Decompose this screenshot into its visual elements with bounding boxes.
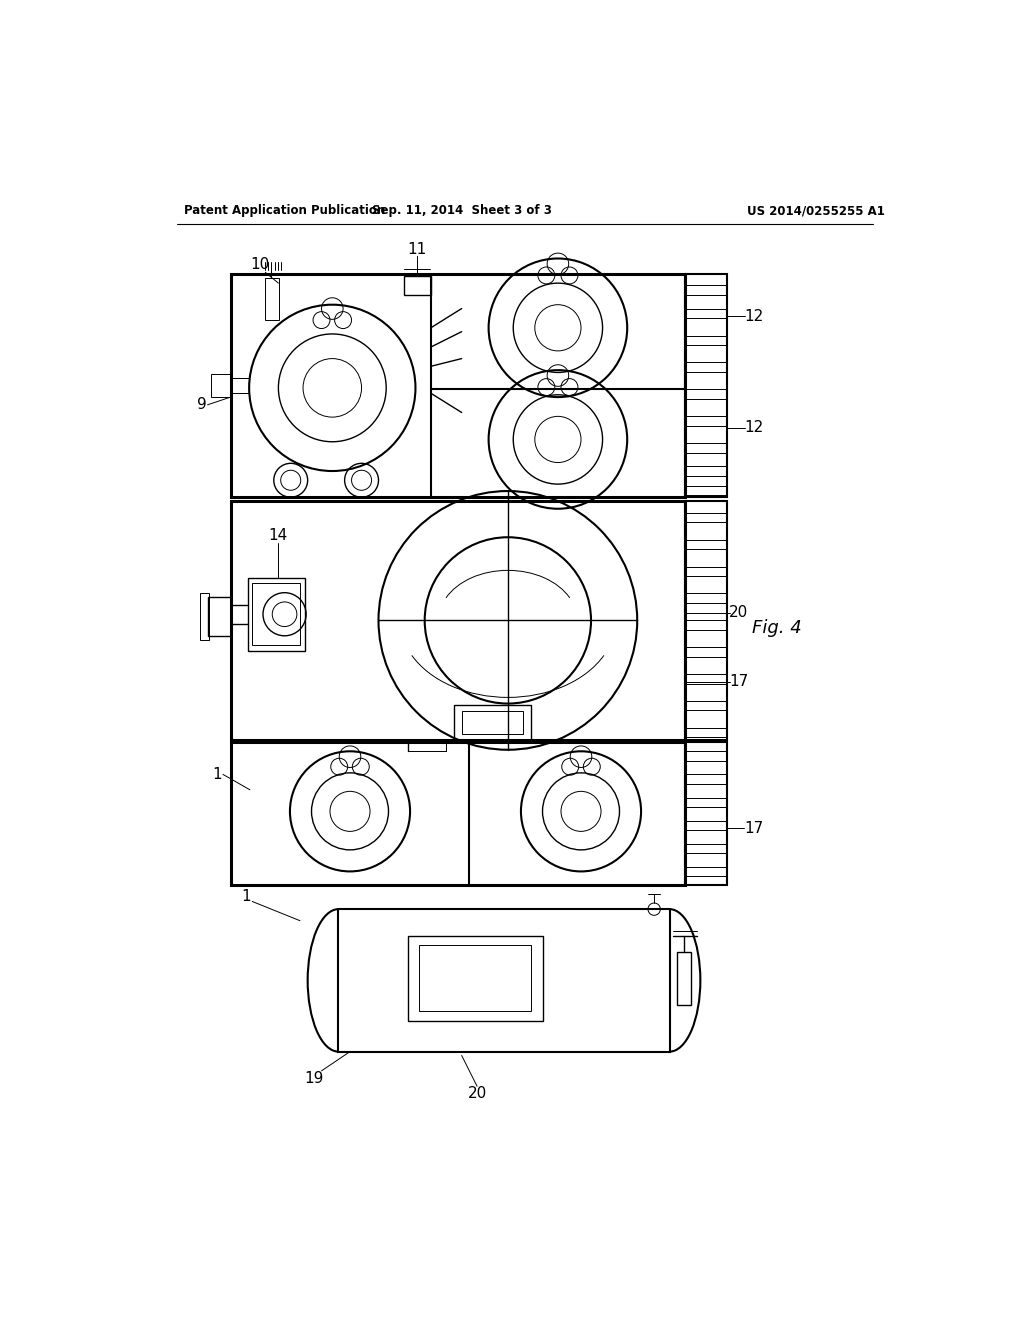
Bar: [685, 309, 727, 318]
Bar: [248, 578, 305, 651]
Bar: [685, 701, 727, 710]
Bar: [265, 277, 280, 321]
Bar: [403, 276, 431, 296]
Bar: [685, 502, 727, 739]
Text: 11: 11: [408, 242, 427, 257]
Text: Sep. 11, 2014  Sheet 3 of 3: Sep. 11, 2014 Sheet 3 of 3: [372, 205, 552, 218]
Text: 20: 20: [467, 1086, 486, 1101]
Text: 1: 1: [242, 888, 251, 904]
Bar: [685, 867, 727, 876]
Text: 19: 19: [304, 1071, 324, 1086]
Text: Patent Application Publication: Patent Application Publication: [184, 205, 386, 218]
Bar: [685, 512, 727, 521]
Bar: [230, 742, 685, 884]
Bar: [685, 540, 727, 549]
Text: 17: 17: [729, 675, 749, 689]
Bar: [685, 620, 727, 630]
Bar: [685, 444, 727, 453]
Text: Fig. 4: Fig. 4: [753, 619, 802, 638]
Bar: [685, 742, 727, 884]
Bar: [685, 285, 727, 294]
Text: 9: 9: [197, 397, 206, 412]
Bar: [685, 335, 727, 345]
Bar: [677, 952, 691, 1006]
Bar: [408, 936, 543, 1020]
Bar: [685, 843, 727, 853]
Bar: [685, 751, 727, 760]
Bar: [200, 594, 209, 640]
Bar: [230, 502, 685, 739]
Text: US 2014/0255255 A1: US 2014/0255255 A1: [746, 205, 885, 218]
Bar: [685, 675, 727, 684]
Bar: [685, 486, 727, 495]
Text: 10: 10: [250, 257, 269, 272]
Bar: [685, 466, 727, 475]
Bar: [685, 275, 727, 498]
Bar: [685, 389, 727, 399]
Bar: [454, 705, 531, 739]
Bar: [685, 797, 727, 807]
Text: 12: 12: [744, 420, 764, 436]
Bar: [462, 711, 523, 734]
Text: 17: 17: [744, 821, 764, 836]
Bar: [211, 374, 230, 397]
Bar: [230, 378, 249, 393]
Bar: [685, 594, 727, 603]
Bar: [685, 416, 727, 425]
Bar: [230, 275, 685, 498]
Text: 14: 14: [268, 528, 288, 544]
Text: 1: 1: [212, 767, 221, 781]
Bar: [208, 597, 230, 636]
Bar: [685, 775, 727, 784]
Bar: [685, 647, 727, 656]
Bar: [419, 945, 531, 1011]
Bar: [685, 566, 727, 576]
Text: 12: 12: [744, 309, 764, 323]
Bar: [685, 821, 727, 830]
Bar: [252, 583, 300, 645]
Bar: [685, 363, 727, 372]
Bar: [685, 729, 727, 738]
Text: 20: 20: [729, 605, 749, 620]
Bar: [339, 909, 670, 1052]
